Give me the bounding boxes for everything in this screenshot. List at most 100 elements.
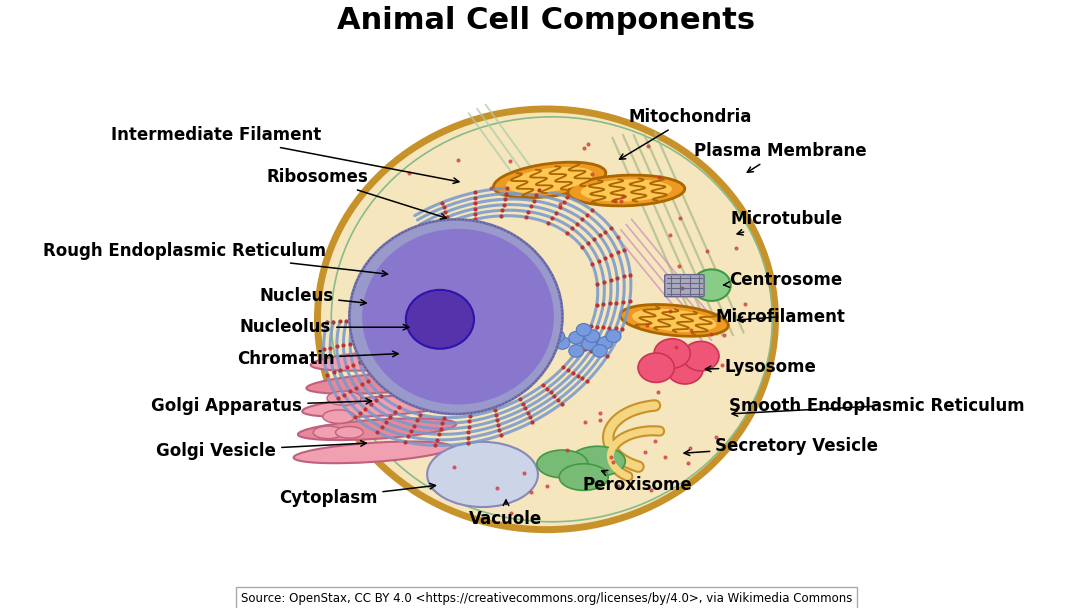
Point	[640, 141, 657, 151]
Ellipse shape	[555, 337, 570, 349]
Ellipse shape	[302, 395, 460, 417]
Point	[576, 143, 593, 153]
Point	[502, 156, 519, 166]
Ellipse shape	[654, 339, 691, 368]
Ellipse shape	[336, 427, 363, 438]
Ellipse shape	[632, 309, 717, 332]
Point	[609, 482, 627, 491]
Ellipse shape	[493, 162, 606, 198]
Point	[591, 409, 608, 418]
FancyBboxPatch shape	[665, 275, 704, 297]
Text: Rough Endoplasmic Reticulum: Rough Endoplasmic Reticulum	[42, 242, 388, 276]
Point	[609, 232, 627, 241]
Text: Secretory Vesicle: Secretory Vesicle	[684, 437, 879, 455]
Ellipse shape	[427, 442, 538, 507]
Point	[643, 485, 660, 495]
Text: Intermediate Filament: Intermediate Filament	[111, 126, 459, 184]
Ellipse shape	[639, 353, 674, 382]
Point	[715, 331, 732, 340]
Point	[671, 213, 689, 223]
Ellipse shape	[597, 337, 613, 349]
Ellipse shape	[568, 175, 685, 206]
Text: Golgi Vesicle: Golgi Vesicle	[156, 441, 366, 460]
Point	[736, 300, 754, 309]
Text: Nucleolus: Nucleolus	[240, 318, 408, 336]
Ellipse shape	[362, 229, 554, 404]
Ellipse shape	[577, 323, 591, 336]
Point	[606, 195, 623, 204]
Point	[503, 508, 520, 518]
Ellipse shape	[506, 167, 593, 193]
Point	[682, 325, 699, 335]
Ellipse shape	[667, 354, 703, 384]
Point	[515, 468, 532, 478]
Point	[539, 481, 556, 491]
Text: Animal Cell Components: Animal Cell Components	[338, 6, 756, 35]
Ellipse shape	[620, 305, 729, 336]
Point	[592, 415, 609, 424]
Point	[670, 261, 687, 271]
Point	[578, 473, 595, 483]
Text: Nucleus: Nucleus	[260, 286, 366, 305]
Ellipse shape	[317, 109, 775, 530]
Ellipse shape	[683, 342, 719, 371]
Text: Peroxisome: Peroxisome	[582, 471, 692, 494]
Point	[604, 457, 621, 467]
Point	[680, 458, 697, 468]
Text: Source: OpenStax, CC BY 4.0 <https://creativecommons.org/licenses/by/4.0>, via W: Source: OpenStax, CC BY 4.0 <https://cre…	[241, 592, 853, 604]
Point	[698, 246, 716, 256]
Ellipse shape	[559, 464, 608, 491]
Point	[714, 360, 731, 370]
Ellipse shape	[313, 426, 343, 438]
Text: Ribosomes: Ribosomes	[266, 168, 446, 219]
Point	[603, 452, 620, 461]
Point	[651, 172, 668, 182]
Point	[636, 447, 654, 457]
Point	[445, 462, 463, 472]
Point	[656, 452, 673, 462]
Ellipse shape	[306, 372, 465, 394]
Ellipse shape	[406, 290, 473, 349]
Ellipse shape	[323, 410, 355, 423]
Ellipse shape	[581, 179, 672, 202]
Point	[577, 418, 594, 427]
Point	[661, 306, 679, 316]
Ellipse shape	[550, 330, 565, 342]
Ellipse shape	[311, 349, 469, 371]
Point	[522, 488, 540, 497]
Ellipse shape	[584, 330, 599, 342]
Text: Lysosome: Lysosome	[706, 358, 816, 376]
Ellipse shape	[327, 391, 362, 406]
Ellipse shape	[582, 337, 596, 350]
Ellipse shape	[293, 441, 452, 463]
Point	[482, 183, 500, 193]
Point	[613, 196, 630, 206]
Point	[583, 170, 601, 179]
Point	[668, 342, 685, 352]
Text: Smooth Endoplasmic Reticulum: Smooth Endoplasmic Reticulum	[729, 397, 1024, 416]
Ellipse shape	[569, 345, 584, 357]
Point	[639, 320, 656, 330]
Text: Microtubule: Microtubule	[730, 210, 842, 235]
Text: Vacuole: Vacuole	[469, 500, 543, 528]
Point	[727, 243, 744, 253]
Ellipse shape	[298, 418, 456, 440]
Text: Golgi Apparatus: Golgi Apparatus	[151, 397, 371, 415]
Point	[580, 139, 597, 149]
Point	[558, 445, 576, 455]
Point	[681, 444, 698, 454]
Point	[708, 432, 725, 442]
Point	[552, 199, 569, 209]
Point	[646, 436, 664, 446]
Point	[661, 230, 679, 240]
Ellipse shape	[536, 450, 588, 478]
Ellipse shape	[350, 219, 563, 414]
Point	[703, 329, 720, 339]
Point	[615, 191, 632, 201]
Text: Plasma Membrane: Plasma Membrane	[694, 142, 867, 172]
Text: Mitochondria: Mitochondria	[619, 108, 752, 159]
Ellipse shape	[606, 330, 621, 342]
Text: Cytoplasm: Cytoplasm	[279, 483, 435, 507]
Ellipse shape	[592, 345, 607, 357]
Text: Chromatin: Chromatin	[237, 350, 399, 368]
